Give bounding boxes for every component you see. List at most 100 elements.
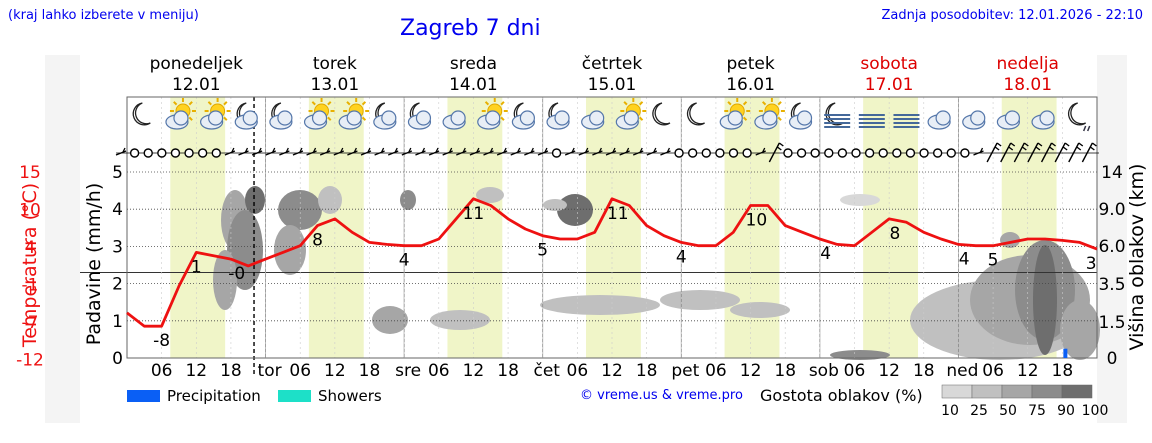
region-select-note[interactable]: (kraj lahko izberete v meniju) [8,8,199,23]
wind-barb-symbol [360,147,372,156]
temp-tick-label: 15 [19,163,41,183]
temp-tick-label: 4 [25,238,36,258]
wind-strong-symbol [1027,142,1043,163]
wind-barb-symbol [224,147,236,156]
cloud-icon [927,110,951,130]
wind-strong-symbol [1000,142,1016,163]
cloud-blob [318,186,342,214]
temp-tick-label: -7 [22,313,39,333]
cloud-icon [1031,110,1055,130]
wind-barb-symbol [646,147,658,156]
hour-tick-label: 12 [1017,361,1039,381]
hour-tick-label: 12 [185,361,207,381]
wind-barb-symbol [347,147,358,156]
wind-barb-symbol [578,147,590,156]
cloud-blob [840,194,880,206]
density-tick-label: 100 [1082,403,1109,419]
moon-cloud-icon [373,102,397,130]
cloud-tick-label: 14 [1101,163,1123,183]
moon-drizzle-icon [1067,102,1091,132]
sun-cloud-icon [719,98,751,130]
hour-tick-label: 18 [359,361,381,381]
hour-tick-label: 12 [324,361,346,381]
wind-calm-symbol [129,148,140,158]
wind-calm-symbol [796,148,807,158]
last-updated: Zadnja posodobitev: 12.01.2026 - 22:10 [881,8,1143,23]
hour-tick-label: 06 [982,361,1004,381]
sun-cloud-icon [477,98,508,130]
temperature-label: 8 [312,231,323,251]
hour-tick-label: 12 [740,361,762,381]
temp-tick-label: -1 [22,276,39,296]
density-swatch [1031,384,1063,399]
wind-calm-symbol [742,148,752,158]
precip-tick-label: 2 [112,275,123,295]
cloud-blob [1060,300,1100,360]
cloud-tick-label: 0 [1107,349,1118,369]
hour-tick-label: 18 [220,361,242,381]
cloud-blob [372,306,408,334]
cloud-blob [660,290,740,310]
wind-barb-symbol [115,147,127,156]
precip-tick-label: 4 [112,200,123,220]
cloud-blob [213,250,237,310]
moon-cloud-icon [511,102,535,130]
precip-axis-title: Padavine (mm/h) [83,183,105,346]
moon-icon [652,102,671,126]
day-abbr-label: sre [395,361,421,381]
wind-strong-symbol [1040,142,1056,163]
wind-calm-symbol [824,148,834,158]
temperature-label: 8 [890,224,901,244]
sun-cloud-icon [200,98,231,130]
wind-calm-symbol [960,148,970,158]
temperature-line [126,197,1098,328]
wind-calm-symbol [892,148,902,158]
temp-axis-title: Temperatura (°C) [19,183,41,348]
wind-strong-symbol [1081,142,1097,163]
wind-calm-symbol [170,148,181,158]
density-legend: 10 25 50 75 90 100 [941,384,1109,419]
temperature-label: 1 [191,257,202,277]
wind-barb-symbol [428,147,440,156]
fog-icon [858,114,885,128]
precip-tick-label: 5 [112,163,123,183]
temperature-label: 5 [988,251,999,271]
moon-cloud-icon [269,102,293,130]
wind-calm-symbol [715,148,725,158]
cloud-density [213,186,1100,360]
wind-calm-symbol [919,148,929,158]
wind-row [115,142,1099,163]
cloud-blob [543,199,567,211]
hour-tick-label: 06 [428,361,450,381]
day-date: 17.01 [865,75,914,95]
wind-strong-symbol [1068,142,1084,163]
day-abbr-label: čet [533,361,560,381]
wind-barb-symbol [537,147,549,156]
day-name: nedelja [997,54,1059,74]
density-swatch [1001,384,1033,399]
hour-tick-label: 06 [567,361,589,381]
cloud-icon [442,110,466,130]
temperature-label: 5 [537,241,548,261]
day-abbr-label: ned [946,361,978,381]
wind-barb-symbol [238,147,249,156]
wind-calm-symbol [211,148,221,158]
hour-tick-label: 06 [289,361,311,381]
hour-tick-label: 06 [844,361,866,381]
day-name: sreda [450,54,497,74]
wind-barb-symbol [442,147,453,156]
cloud-blob [245,186,265,214]
precip-tick-label: 3 [112,237,123,257]
wind-calm-symbol [687,148,698,158]
credit-link[interactable]: © vreme.us & vreme.pro [580,388,743,403]
density-tick-label: 75 [1028,403,1046,419]
wind-barb-symbol [469,147,481,156]
wind-barb-symbol [306,147,317,156]
wind-barb-symbol [632,147,644,156]
cloud-blob [476,187,504,203]
wind-calm-symbol [905,148,916,158]
precip-tick-label: 0 [112,349,123,369]
day-name: ponedeljek [150,54,244,74]
